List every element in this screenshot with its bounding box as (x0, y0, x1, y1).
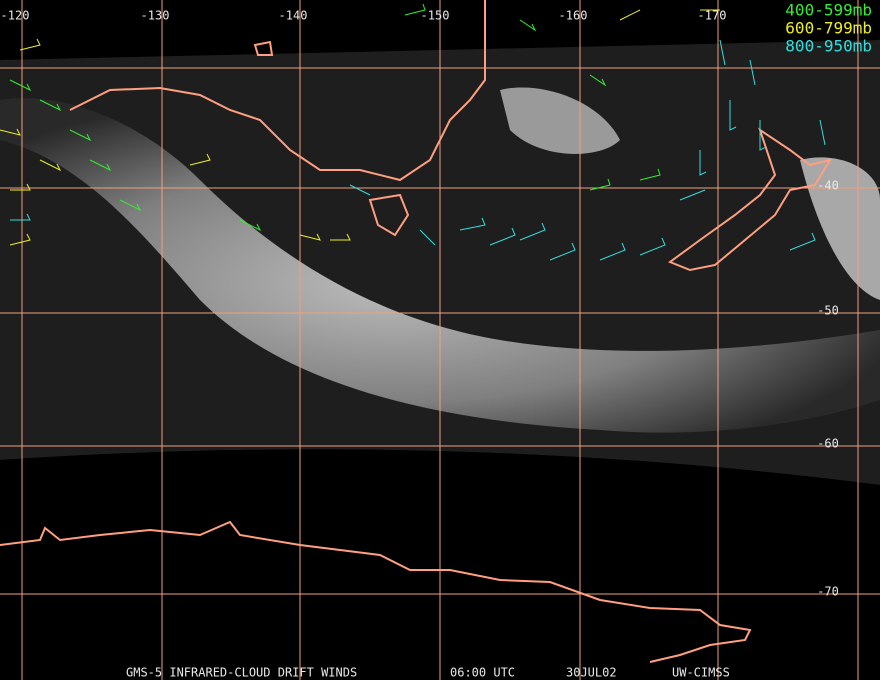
footer-source: UW-CIMSS (672, 666, 730, 680)
lon-label: -120 (1, 9, 30, 23)
coastline (253, 40, 274, 56)
lat-label: -70 (817, 585, 839, 599)
lon-label: -150 (421, 9, 450, 23)
barb-group (9, 3, 661, 232)
lon-label: -140 (279, 9, 308, 23)
coastline (368, 193, 410, 237)
legend-entry: 600-799mb (785, 19, 872, 38)
legend-entry: 800-950mb (785, 37, 872, 56)
cloud (500, 87, 620, 154)
lat-label: -60 (817, 437, 839, 451)
barb-group (10, 39, 826, 261)
footer-title: GMS-5 INFRARED-CLOUD DRIFT WINDS (126, 666, 357, 680)
cloud (800, 157, 880, 300)
footer-date: 30JUL02 (566, 666, 617, 680)
lat-label: -40 (817, 179, 839, 193)
coastlines (0, 0, 833, 663)
coastline (69, 0, 486, 182)
footer-time: 06:00 UTC (450, 666, 515, 680)
coastline (667, 127, 833, 272)
lat-label: -50 (817, 304, 839, 318)
wind-barbs (0, 3, 826, 261)
coastline (0, 520, 752, 663)
legend-entry: 400-599mb (785, 1, 872, 20)
lon-label: -160 (559, 9, 588, 23)
lon-label: -170 (698, 9, 727, 23)
barb-group (0, 9, 720, 246)
lon-label: -130 (141, 9, 170, 23)
